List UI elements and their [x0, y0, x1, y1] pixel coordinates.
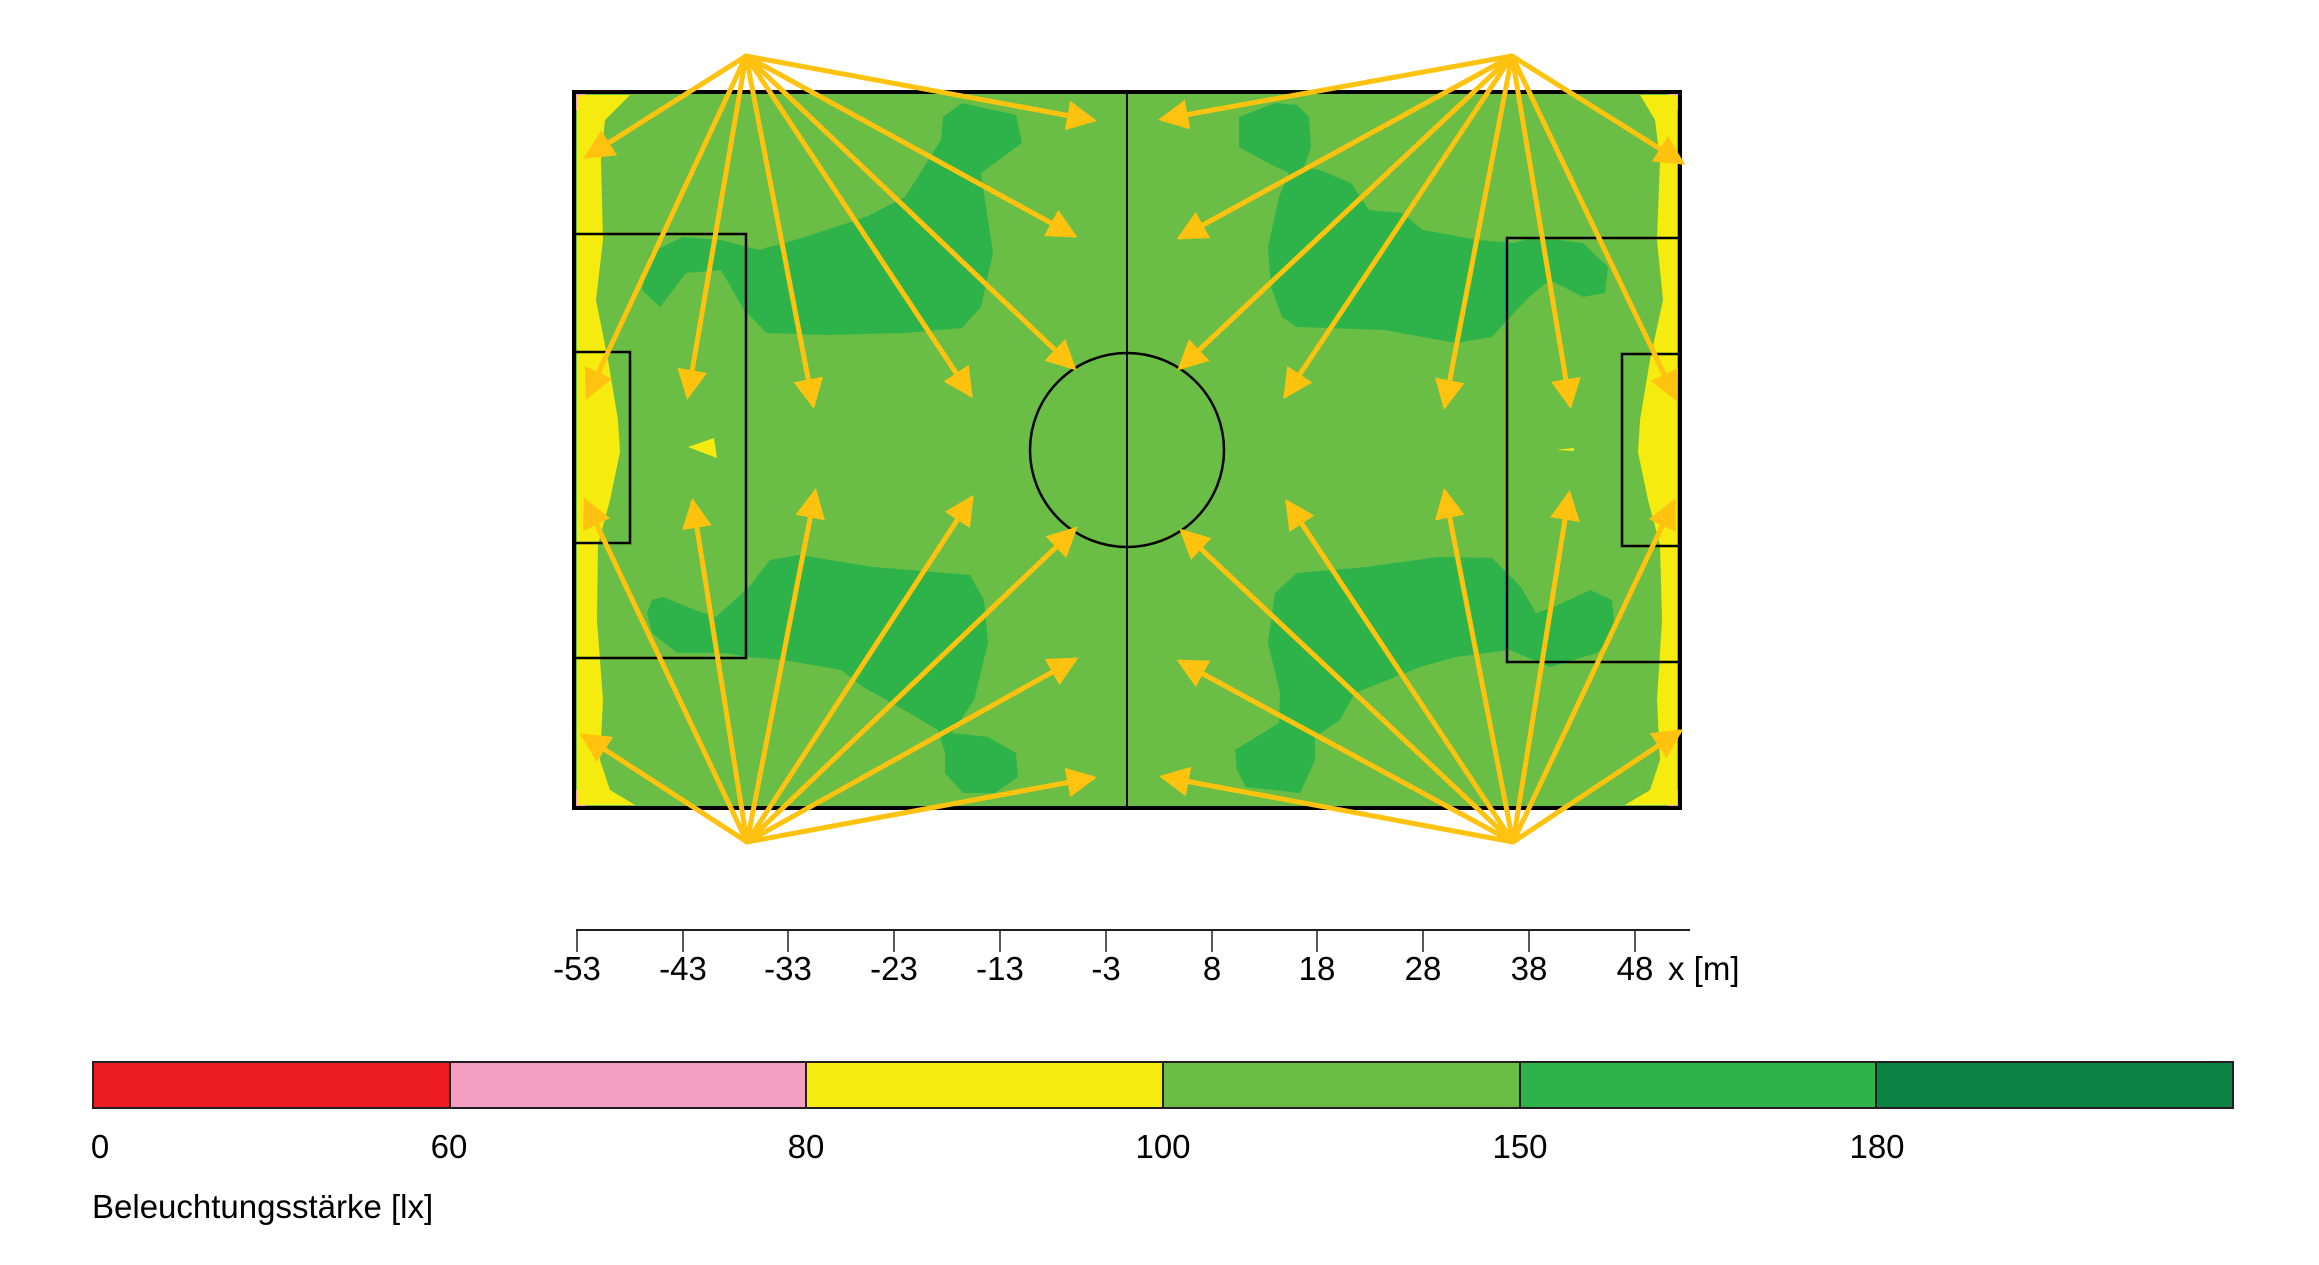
colorbar-legend: [92, 1061, 2234, 1109]
x-axis: [576, 929, 1690, 952]
colorbar-tick-label: 80: [787, 1128, 825, 1165]
x-axis-tick-label: -3: [1091, 950, 1121, 987]
low-illuminance-regions: [577, 95, 1677, 805]
aiming-arrow: [1283, 53, 1515, 400]
aiming-arrow: [744, 488, 825, 845]
aiming-arrow: [743, 53, 1077, 371]
floodlight-aiming-arrows: [579, 53, 1686, 845]
aiming-arrow: [677, 53, 749, 400]
colorbar-segment->180: [1875, 1063, 2233, 1107]
aiming-arrow: [1179, 528, 1516, 845]
aiming-arrow: [744, 657, 1079, 845]
aiming-arrow: [584, 53, 749, 400]
colorbar-segment-150-180: [1518, 1063, 1876, 1107]
aiming-arrow: [1510, 498, 1676, 845]
colorbar-tick-label: 60: [430, 1128, 468, 1165]
aiming-arrow: [743, 53, 824, 409]
aiming-arrow: [1509, 53, 1581, 409]
aiming-arrow: [1158, 53, 1515, 130]
high-illuminance-region: [1235, 557, 1615, 793]
left-edge-low-region: [577, 95, 635, 805]
colorbar-title: Beleuchtungsstärke [lx]: [92, 1188, 434, 1225]
colorbar-tick-label: 180: [1849, 1128, 1905, 1165]
colorbar-segment-100-150: [1162, 1063, 1519, 1107]
aiming-arrow: [743, 53, 973, 399]
colorbar-segment-80-100: [805, 1063, 1163, 1107]
aiming-arrow: [744, 526, 1078, 845]
colorbar-tick-label: 150: [1492, 1128, 1548, 1165]
high-illuminance-region: [1239, 103, 1608, 343]
x-axis-tick-label: -53: [553, 950, 601, 987]
aiming-arrow: [1177, 53, 1515, 371]
aiming-arrow: [1510, 490, 1580, 845]
x-axis-tick-label: -13: [976, 950, 1024, 987]
aiming-arrow: [579, 733, 750, 845]
aiming-arrow: [744, 767, 1097, 845]
aiming-arrow: [682, 498, 750, 845]
x-axis-tick-label: 38: [1510, 950, 1548, 987]
x-axis-tick-label: 48: [1616, 950, 1654, 987]
floodlight-mast-top-left: [583, 53, 1097, 409]
high-illuminance-region: [647, 555, 1018, 793]
aiming-arrow: [1176, 53, 1515, 240]
x-axis-tick-label: 18: [1298, 950, 1336, 987]
aiming-arrow: [1159, 766, 1516, 845]
penalty-spot-low-region: [1556, 448, 1574, 451]
colorbar-tick-label: 0: [90, 1128, 110, 1165]
aiming-arrow: [744, 494, 974, 845]
x-axis-tick-label: -23: [870, 950, 918, 987]
high-illuminance-regions: [642, 103, 1615, 793]
left-goal-area-box: [572, 350, 632, 545]
x-axis-tick-label: -33: [764, 950, 812, 987]
high-illuminance-region: [642, 103, 1022, 335]
floodlight-mast-bottom-left: [579, 488, 1097, 845]
penalty-spot-low-region: [688, 438, 717, 458]
aiming-arrow: [1434, 53, 1515, 410]
aiming-arrow: [743, 53, 1097, 131]
right-edge-low-region: [1625, 95, 1677, 805]
floodlight-mast-bottom-right: [1159, 488, 1684, 845]
aiming-arrow: [1510, 729, 1684, 845]
x-axis-tick-label: 28: [1404, 950, 1442, 987]
aiming-arrow: [1509, 53, 1686, 165]
aiming-arrow: [1435, 488, 1516, 845]
floodlight-mast-top-right: [1158, 53, 1686, 410]
aiming-arrow: [583, 53, 749, 159]
aiming-arrow: [1285, 498, 1516, 845]
x-axis-tick-label: -43: [659, 950, 707, 987]
aiming-arrow: [583, 497, 750, 845]
aiming-arrow: [743, 53, 1078, 238]
x-axis-unit-label: x [m]: [1668, 950, 1740, 987]
colorbar-tick-label: 100: [1135, 1128, 1191, 1165]
colorbar-segment-60-80: [448, 1063, 806, 1107]
colorbar-segment-0-60: [94, 1063, 449, 1107]
x-axis-tick-label: 8: [1202, 950, 1222, 987]
aiming-arrow: [1509, 53, 1678, 402]
aiming-arrow: [1176, 659, 1516, 845]
center-circle: [1028, 351, 1226, 549]
